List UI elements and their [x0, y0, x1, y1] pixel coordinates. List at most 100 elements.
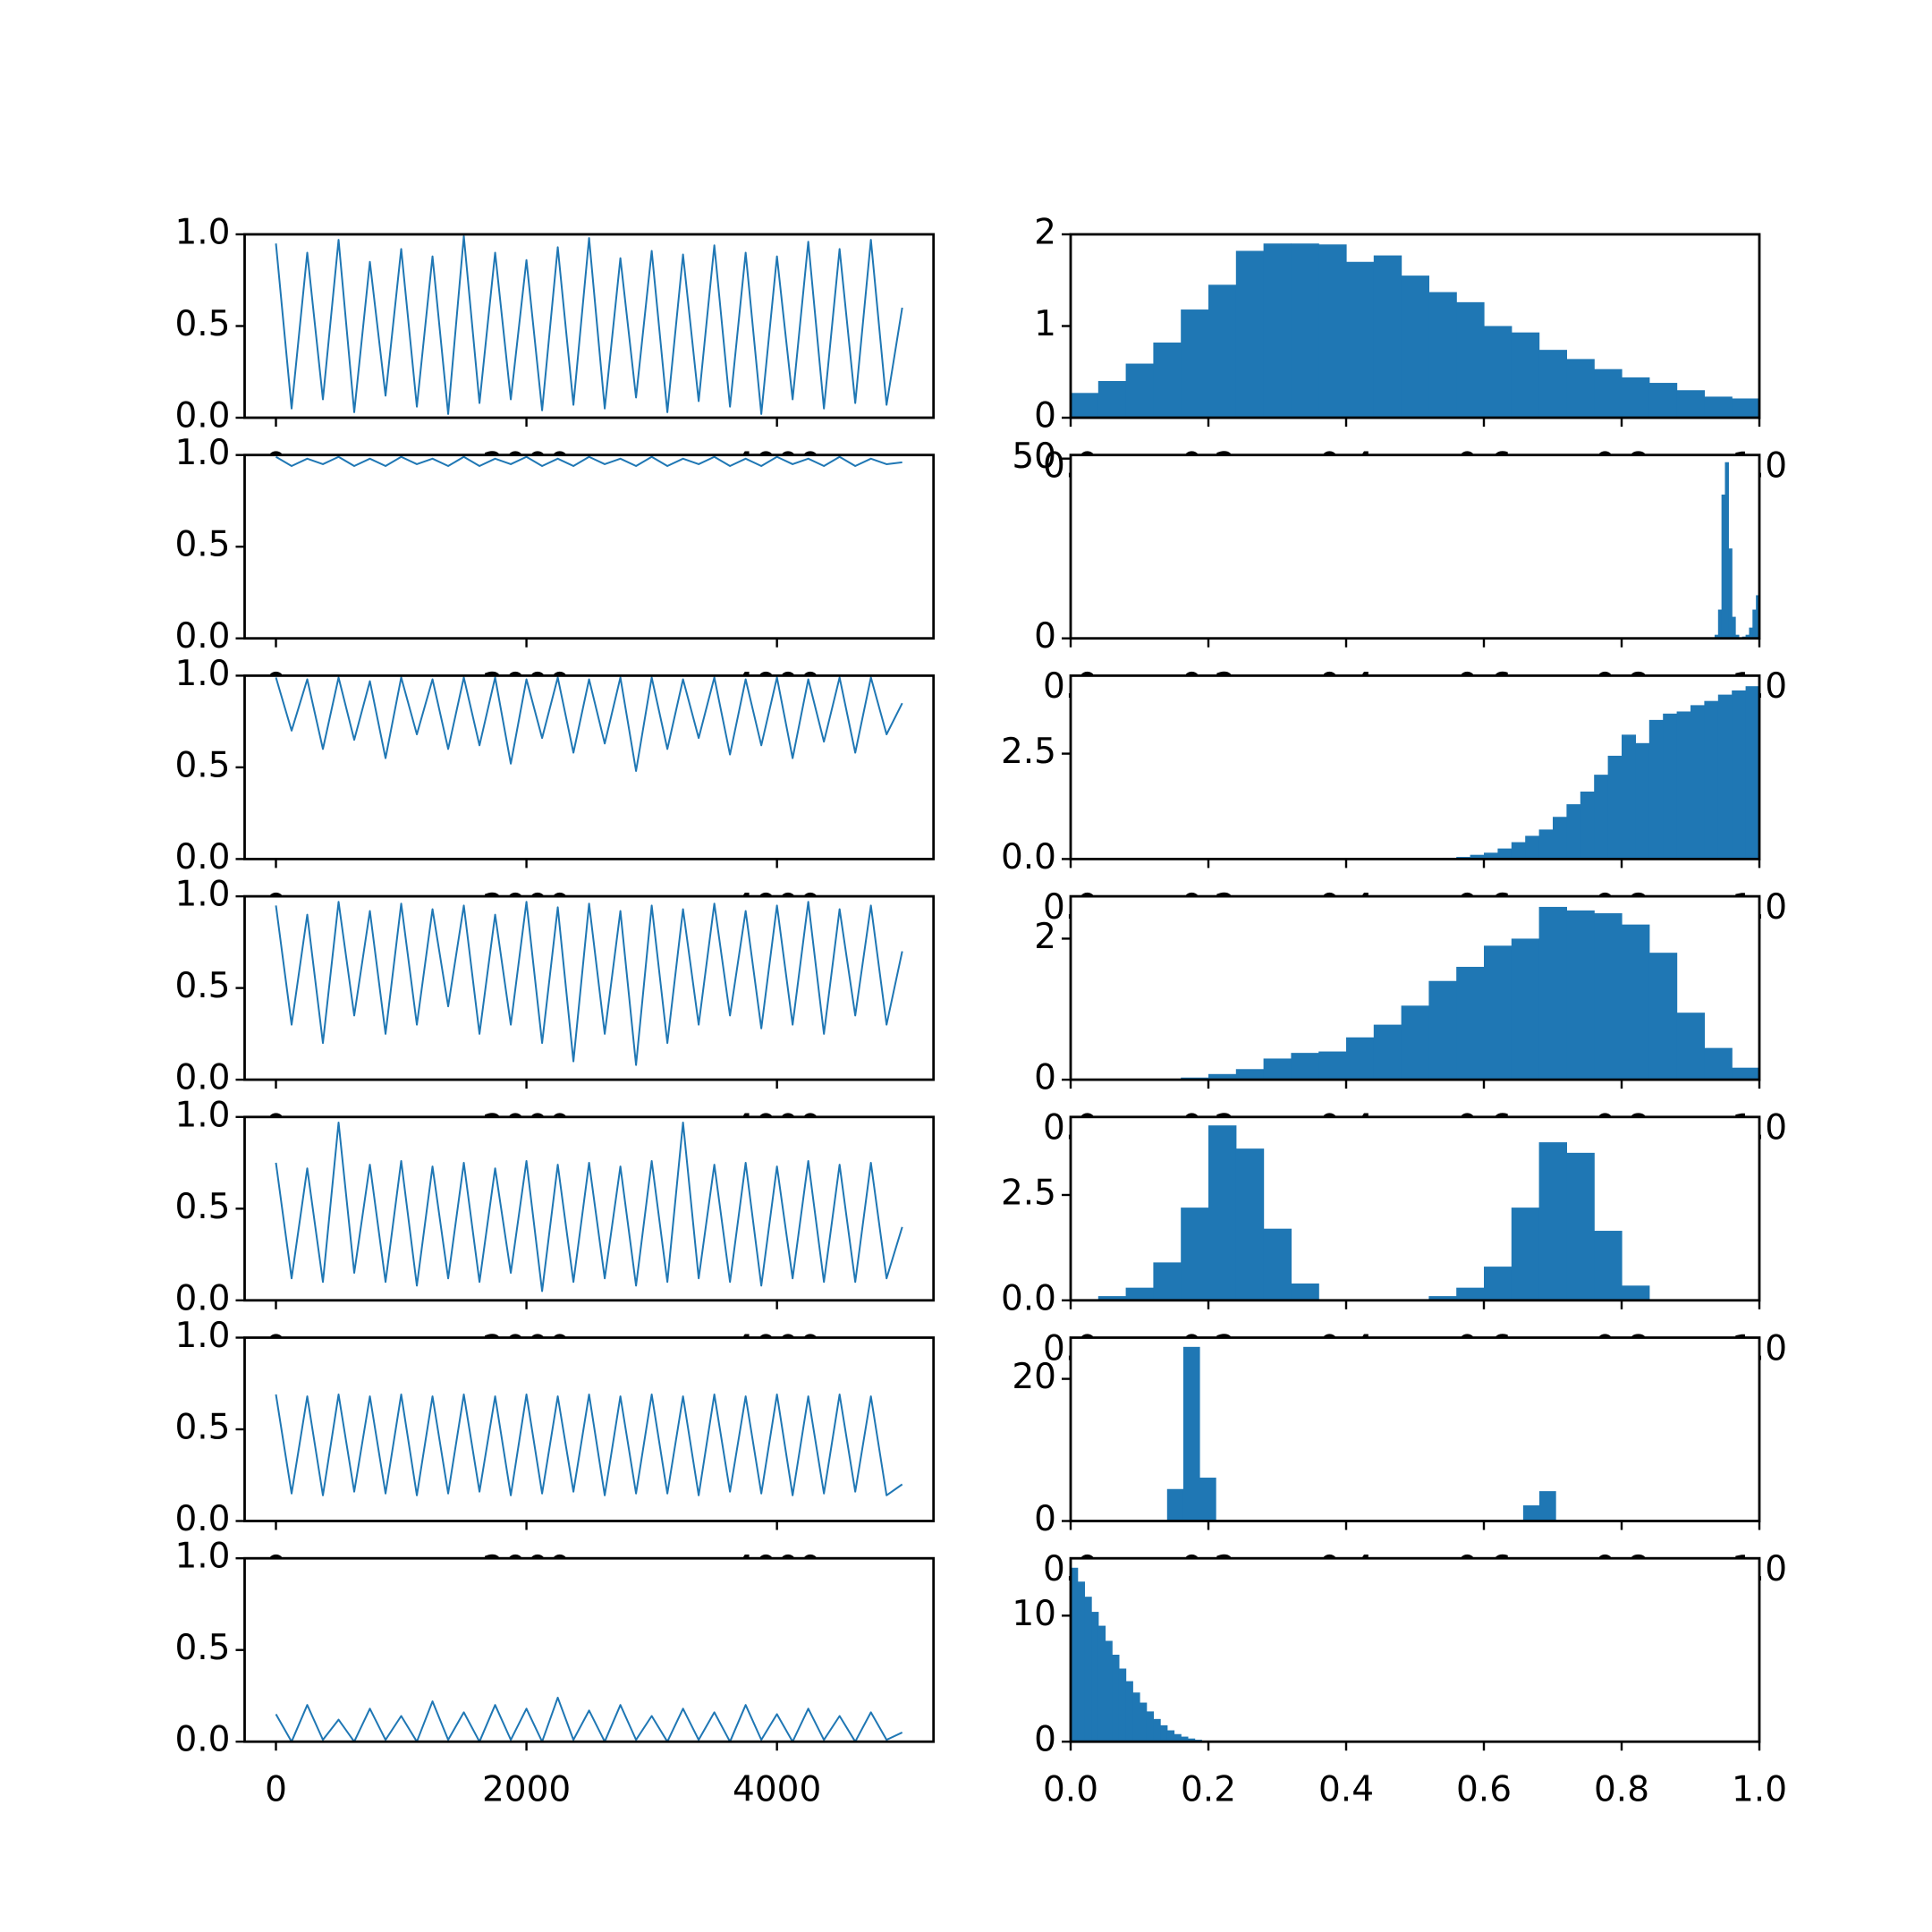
- y-tick-label: 2.5: [1001, 1173, 1056, 1213]
- histogram-bar: [1635, 742, 1650, 860]
- histogram-bar: [1752, 609, 1757, 639]
- axes-background: [244, 1558, 934, 1742]
- histogram-bar: [1140, 1702, 1148, 1742]
- histogram-bar: [1346, 261, 1375, 418]
- y-tick-label: 1.0: [174, 1095, 230, 1135]
- histogram-bar: [1732, 398, 1760, 418]
- histogram-bar: [1199, 1478, 1216, 1521]
- y-tick-label: 0.0: [174, 1278, 230, 1318]
- histogram-bar: [1663, 713, 1678, 860]
- histogram-bar: [1622, 734, 1636, 860]
- histogram-bar: [1728, 548, 1733, 639]
- histogram-bar: [1263, 1058, 1292, 1080]
- histogram-bar: [1511, 1208, 1540, 1301]
- y-tick-label: 0: [1034, 1499, 1056, 1539]
- histogram-bar: [1484, 326, 1513, 418]
- histogram-bar: [1717, 694, 1733, 860]
- histogram-bar: [1071, 1567, 1079, 1742]
- histogram-bar: [1112, 1654, 1120, 1742]
- axes-background: [244, 1337, 934, 1521]
- axes-background: [244, 454, 934, 639]
- histogram-bar: [1160, 1724, 1168, 1742]
- histogram-bar: [1071, 393, 1099, 418]
- histogram-bar: [1125, 1681, 1133, 1742]
- histogram-bar: [1318, 244, 1347, 418]
- axes-frame: [1069, 1115, 1761, 1302]
- y-tick-label: 0.5: [174, 1408, 230, 1448]
- axes-background: [1071, 1558, 1759, 1742]
- histogram-bar: [1235, 1148, 1265, 1301]
- y-tick-label: 0.0: [1001, 1278, 1056, 1318]
- histogram-bar: [1470, 854, 1485, 860]
- y-tick-label: 0.0: [174, 837, 230, 877]
- histogram-bar: [1690, 705, 1705, 860]
- histogram-bar: [1456, 966, 1485, 1080]
- histogram-bar: [1721, 494, 1726, 639]
- trace-line: [275, 455, 902, 467]
- trace-line: [275, 1394, 903, 1496]
- y-tick-label: 0.5: [174, 525, 230, 565]
- histogram-bar: [1097, 1625, 1106, 1742]
- histogram-bar: [1704, 396, 1733, 418]
- histogram-bar: [1622, 377, 1650, 418]
- histogram-bar: [1181, 1208, 1209, 1301]
- histogram-bar: [1511, 842, 1526, 860]
- histogram-bar: [1648, 719, 1664, 860]
- histogram-bar: [1174, 1733, 1182, 1742]
- histogram-bar: [1428, 292, 1457, 418]
- y-tick-label: 2: [1034, 213, 1056, 253]
- y-tick-label: 0.5: [174, 1628, 230, 1668]
- histogram-bar: [1511, 938, 1540, 1080]
- y-tick-label: 0.5: [174, 966, 230, 1006]
- y-tick-label: 0: [1034, 1058, 1056, 1098]
- histogram-bar: [1208, 1073, 1237, 1080]
- y-tick-label: 1.0: [174, 433, 230, 473]
- histogram-bar: [1428, 980, 1457, 1080]
- histogram-bar: [1580, 791, 1595, 860]
- histogram-bar: [1522, 1505, 1540, 1521]
- axes-background: [244, 675, 934, 860]
- axes-frame: [1069, 1556, 1761, 1743]
- histogram-bar: [1084, 1597, 1092, 1742]
- x-tick-label: 0.0: [1043, 1770, 1098, 1810]
- y-tick-label: 0: [1034, 396, 1056, 436]
- histogram-bar: [1538, 1142, 1567, 1301]
- histogram-bar: [1648, 953, 1678, 1080]
- y-tick-label: 0: [1034, 1720, 1056, 1760]
- histogram-bar: [1125, 1287, 1154, 1301]
- histogram-bar: [1511, 332, 1540, 418]
- histogram-bar: [1676, 390, 1705, 418]
- histogram-bar: [1538, 829, 1554, 860]
- histogram-bar: [1166, 1730, 1175, 1742]
- histogram-bar: [1166, 1488, 1184, 1521]
- histogram-bar: [1401, 275, 1429, 418]
- histogram-bar: [1097, 1296, 1127, 1301]
- y-tick-label: 0.0: [174, 1499, 230, 1539]
- histogram-bar: [1538, 1491, 1556, 1521]
- histogram-bar: [1735, 634, 1740, 639]
- histogram-bar: [1724, 462, 1729, 639]
- x-tick-label: 0.2: [1181, 1770, 1236, 1810]
- histogram-bar: [1153, 1718, 1161, 1742]
- histogram-bar: [1318, 1051, 1347, 1080]
- trace-line: [275, 1121, 903, 1292]
- histogram-bar: [1235, 1069, 1265, 1080]
- x-tick-label: 2000: [482, 1770, 571, 1810]
- x-tick-label: 0.8: [1594, 1770, 1649, 1810]
- histogram-bar: [1125, 363, 1154, 418]
- trace-line: [275, 676, 903, 772]
- axes-frame: [1069, 1336, 1761, 1522]
- histogram-bar: [1181, 309, 1209, 418]
- histogram-bar: [1566, 910, 1595, 1080]
- y-tick-label: 10: [1012, 1594, 1056, 1634]
- histogram-bar: [1749, 627, 1753, 639]
- histogram-bar: [1373, 255, 1402, 418]
- y-tick-label: 0.0: [174, 1058, 230, 1098]
- histogram-bar: [1594, 1231, 1623, 1301]
- histogram-bar: [1717, 609, 1723, 639]
- axes-background: [1071, 454, 1759, 639]
- histogram-bar: [1484, 852, 1498, 860]
- histogram-bar: [1401, 1005, 1429, 1080]
- histogram-bar: [1732, 616, 1736, 639]
- y-tick-label: 1.0: [174, 213, 230, 253]
